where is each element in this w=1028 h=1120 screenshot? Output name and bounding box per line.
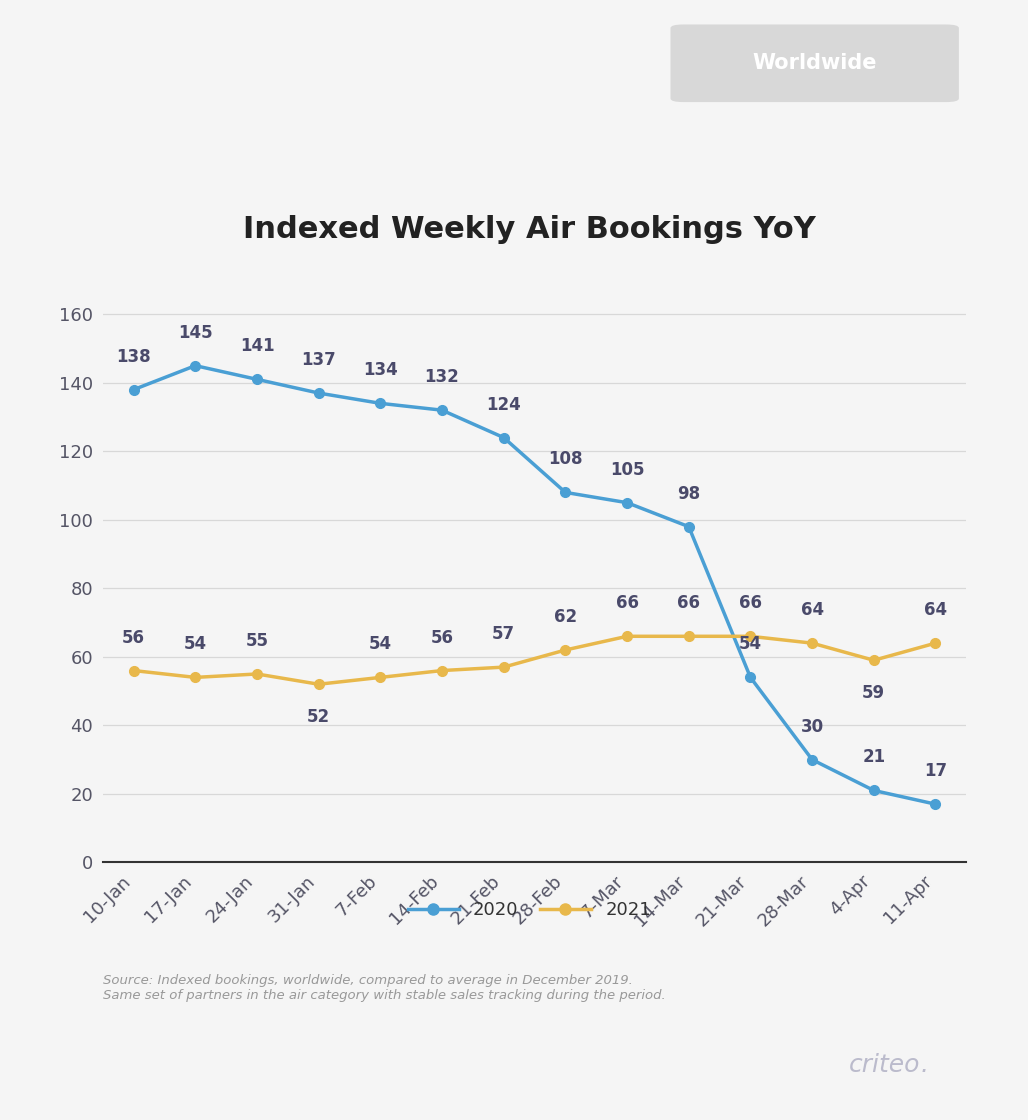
2020 bbox=[559, 486, 572, 500]
Text: 57: 57 bbox=[492, 625, 515, 643]
Text: 21: 21 bbox=[862, 748, 885, 766]
2021 bbox=[868, 654, 880, 668]
2020 bbox=[683, 520, 695, 533]
Text: 56: 56 bbox=[122, 628, 145, 646]
2020 bbox=[806, 753, 818, 766]
Text: 17: 17 bbox=[924, 763, 947, 781]
2021 bbox=[806, 636, 818, 650]
Text: 137: 137 bbox=[301, 351, 336, 370]
Text: 108: 108 bbox=[548, 450, 583, 468]
2020 bbox=[189, 358, 201, 372]
Text: 145: 145 bbox=[178, 324, 213, 342]
Text: 124: 124 bbox=[486, 395, 521, 413]
Text: 30: 30 bbox=[801, 718, 823, 736]
Line: 2020: 2020 bbox=[128, 361, 941, 809]
2020 bbox=[313, 386, 325, 400]
2021 bbox=[127, 664, 140, 678]
2020 bbox=[621, 496, 633, 510]
Text: 105: 105 bbox=[610, 460, 645, 478]
Text: 56: 56 bbox=[431, 628, 453, 646]
Text: 66: 66 bbox=[739, 595, 762, 613]
Text: 134: 134 bbox=[363, 362, 398, 380]
2020 bbox=[498, 431, 510, 445]
Text: 66: 66 bbox=[677, 595, 700, 613]
2021 bbox=[313, 678, 325, 691]
2021 bbox=[744, 629, 757, 643]
Text: criteo: criteo bbox=[849, 1054, 920, 1077]
2021 bbox=[251, 668, 263, 681]
2021 bbox=[374, 671, 387, 684]
Text: 64: 64 bbox=[924, 601, 947, 619]
2021 bbox=[498, 661, 510, 674]
Text: 59: 59 bbox=[862, 684, 885, 702]
Text: Worldwide: Worldwide bbox=[752, 54, 877, 73]
2020 bbox=[929, 797, 942, 811]
2021 bbox=[683, 629, 695, 643]
Text: 66: 66 bbox=[616, 595, 638, 613]
2021 bbox=[621, 629, 633, 643]
Text: 54: 54 bbox=[739, 635, 762, 653]
Text: 132: 132 bbox=[425, 368, 460, 386]
Text: 138: 138 bbox=[116, 347, 151, 365]
2020 bbox=[251, 373, 263, 386]
FancyBboxPatch shape bbox=[670, 25, 959, 102]
2020 bbox=[744, 671, 757, 684]
2020 bbox=[374, 396, 387, 410]
Text: 141: 141 bbox=[240, 337, 274, 355]
Text: 54: 54 bbox=[184, 635, 207, 653]
Text: 55: 55 bbox=[246, 632, 268, 650]
Text: Source: Indexed bookings, worldwide, compared to average in December 2019.
Same : Source: Indexed bookings, worldwide, com… bbox=[103, 974, 665, 1002]
Text: 98: 98 bbox=[677, 485, 700, 503]
2020 bbox=[436, 403, 448, 417]
2020 bbox=[868, 784, 880, 797]
Legend: 2020, 2021: 2020, 2021 bbox=[401, 894, 658, 926]
Text: .: . bbox=[920, 1054, 928, 1077]
Text: 64: 64 bbox=[801, 601, 823, 619]
Text: Indexed Weekly Air Bookings YoY: Indexed Weekly Air Bookings YoY bbox=[243, 215, 816, 244]
2020 bbox=[127, 383, 140, 396]
2021 bbox=[189, 671, 201, 684]
2021 bbox=[559, 643, 572, 656]
Text: 62: 62 bbox=[554, 608, 577, 626]
2021 bbox=[436, 664, 448, 678]
2021 bbox=[929, 636, 942, 650]
Text: 54: 54 bbox=[369, 635, 392, 653]
Text: 52: 52 bbox=[307, 708, 330, 726]
Line: 2021: 2021 bbox=[128, 632, 941, 689]
